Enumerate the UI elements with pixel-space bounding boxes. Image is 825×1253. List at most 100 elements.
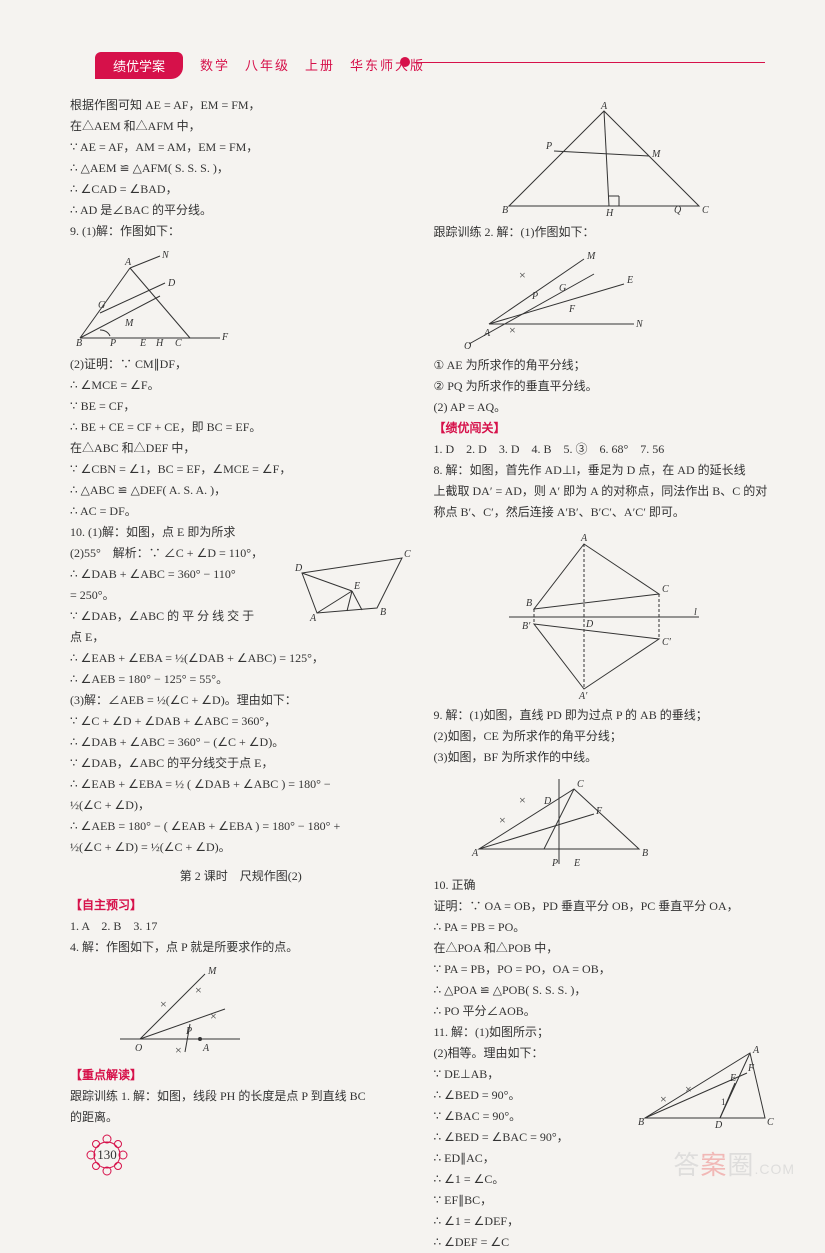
svg-text:D: D	[167, 278, 176, 289]
svg-text:B′: B′	[522, 621, 531, 632]
text-line: 9. 解：(1)如图，直线 PD 即为过点 P 的 AB 的垂线；	[434, 705, 776, 726]
figure-track1: A B Q C P M H	[434, 101, 776, 216]
svg-text:G: G	[559, 283, 566, 294]
svg-text:B: B	[380, 607, 386, 618]
text-line: 上截取 DA′ = AD，则 A′ 即为 A 的对称点，同法作出 B、C 的对	[434, 481, 776, 502]
text-line: 1. D 2. D 3. D 4. B 5. ③ 6. 68° 7. 56	[434, 439, 776, 460]
svg-text:B: B	[526, 598, 532, 609]
svg-text:H: H	[155, 338, 164, 348]
text-line: 根据作图可知 AE = AF，EM = FM，	[70, 95, 412, 116]
svg-text:B: B	[638, 1117, 644, 1128]
watermark-suffix: .COM	[754, 1161, 795, 1177]
svg-text:B: B	[502, 205, 508, 216]
svg-text:A: A	[124, 257, 132, 268]
text-line: ∵ BE = CF，	[70, 396, 412, 417]
svg-text:E: E	[573, 858, 580, 869]
text-line: ∵ AE = AF，AM = AM，EM = FM，	[70, 137, 412, 158]
svg-text:C: C	[175, 338, 182, 348]
text-line: 11. 解：(1)如图所示；	[434, 1022, 776, 1043]
svg-text:1: 1	[721, 1097, 726, 1107]
lesson-title: 第 2 课时 尺规作图(2)	[70, 866, 412, 887]
svg-text:×: ×	[499, 813, 506, 827]
text-line: 在△AEM 和△AFM 中，	[70, 116, 412, 137]
text-line: ∴ PA = PB = PO。	[434, 917, 776, 938]
text-line: 称点 B′、C′，然后连接 A′B′、B′C′、A′C′ 即可。	[434, 502, 776, 523]
svg-text:A: A	[471, 848, 479, 859]
text-line: ∴ ∠EAB + ∠EBA = ½ ( ∠DAB + ∠ABC ) = 180°…	[70, 774, 412, 795]
svg-text:C: C	[404, 549, 411, 560]
svg-text:P: P	[109, 338, 116, 348]
text-line: 点 E，	[70, 627, 412, 648]
svg-text:E: E	[626, 275, 633, 286]
svg-text:P: P	[545, 141, 552, 152]
text-line: ∴ AD 是∠BAC 的平分线。	[70, 200, 412, 221]
svg-text:×: ×	[210, 1009, 217, 1023]
svg-text:N: N	[161, 250, 170, 261]
svg-text:A: A	[202, 1043, 210, 1054]
section-heading: 【绩优闯关】	[434, 418, 776, 439]
watermark: 答案圈.COM	[673, 1145, 795, 1182]
svg-text:D: D	[585, 619, 594, 630]
svg-text:H: H	[605, 208, 614, 216]
svg-text:A′: A′	[578, 691, 588, 699]
page-number: 130	[90, 1138, 124, 1172]
left-column: 根据作图可知 AE = AF，EM = FM， 在△AEM 和△AFM 中， ∵…	[70, 95, 412, 1253]
text-line: 10. (1)解：如图，点 E 即为所求	[70, 522, 412, 543]
svg-text:Q: Q	[674, 205, 682, 216]
figure-q11: B C A D E F 1 × ×	[635, 1043, 775, 1135]
text-line: ∴ ∠DAB + ∠ABC = 360° − (∠C + ∠D)。	[70, 732, 412, 753]
text-line: 证明：∵ OA = OB，PD 垂直平分 OB，PC 垂直平分 OA，	[434, 896, 776, 917]
header-subject: 数学 八年级 上册 华东师大版	[200, 55, 425, 74]
text-line: ∴ ∠AEB = 180° − ( ∠EAB + ∠EBA ) = 180° −…	[70, 816, 412, 837]
svg-text:E: E	[729, 1073, 736, 1084]
figure-track2: A M E N Q G P F × ×	[434, 249, 776, 349]
svg-text:×: ×	[175, 1043, 182, 1057]
text-line: 1. A 2. B 3. 17	[70, 916, 412, 937]
svg-text:D: D	[294, 563, 303, 574]
text-line: ∴ ∠EAB + ∠EBA = ½(∠DAB + ∠ABC) = 125°，	[70, 648, 412, 669]
svg-text:F: F	[221, 332, 229, 343]
svg-text:C: C	[662, 584, 669, 595]
svg-text:B: B	[76, 338, 82, 348]
text-line: ① AE 为所求作的角平分线；	[434, 355, 776, 376]
svg-text:×: ×	[509, 323, 516, 337]
svg-text:G: G	[98, 300, 105, 311]
svg-text:P: P	[185, 1026, 192, 1037]
header-tab: 绩优学案	[95, 52, 183, 79]
right-column: A B Q C P M H 跟踪训练 2. 解：(1)作图如下： A	[434, 95, 776, 1253]
svg-text:A: A	[309, 613, 317, 623]
svg-text:×: ×	[660, 1092, 667, 1106]
svg-text:×: ×	[685, 1082, 692, 1096]
text-line: ∴ BE + CE = CF + CE，即 BC = EF。	[70, 417, 412, 438]
text-line: 8. 解：如图，首先作 AD⊥l，垂足为 D 点，在 AD 的延长线	[434, 460, 776, 481]
watermark-char: 圈	[727, 1150, 754, 1180]
text-line: ½(∠C + ∠D)，	[70, 795, 412, 816]
text-line: (2)证明：∵ CM∥DF，	[70, 354, 412, 375]
svg-text:C: C	[767, 1117, 774, 1128]
svg-text:C′: C′	[662, 637, 672, 648]
text-line: ∴ ∠MCE = ∠F。	[70, 375, 412, 396]
svg-text:F: F	[568, 304, 576, 315]
svg-text:F: F	[595, 806, 603, 817]
text-line: ∴ ∠AEB = 180° − 125° = 55°。	[70, 669, 412, 690]
section-heading: 【重点解读】	[70, 1065, 412, 1086]
svg-text:E: E	[353, 581, 360, 592]
svg-text:E: E	[139, 338, 146, 348]
text-line: ∵ PA = PB，PO = PO，OA = OB，	[434, 959, 776, 980]
svg-text:A: A	[600, 101, 608, 112]
content-columns: 根据作图可知 AE = AF，EM = FM， 在△AEM 和△AFM 中， ∵…	[70, 95, 775, 1253]
svg-text:M: M	[586, 251, 596, 262]
text-line: 在△POA 和△POB 中，	[434, 938, 776, 959]
svg-text:C: C	[577, 779, 584, 790]
svg-text:P: P	[531, 291, 538, 302]
text-line: 在△ABC 和△DEF 中，	[70, 438, 412, 459]
figure-q4: O M A P × × × ×	[70, 964, 412, 1059]
figure-q9: B A N D E H C F G P M	[70, 248, 412, 348]
text-line: ∵ ∠C + ∠D + ∠DAB + ∠ABC = 360°，	[70, 711, 412, 732]
header-rule	[415, 62, 765, 63]
svg-text:F: F	[747, 1063, 755, 1074]
svg-text:A: A	[483, 328, 491, 339]
svg-text:N: N	[635, 319, 644, 330]
svg-text:P: P	[551, 858, 558, 869]
svg-text:×: ×	[160, 997, 167, 1011]
